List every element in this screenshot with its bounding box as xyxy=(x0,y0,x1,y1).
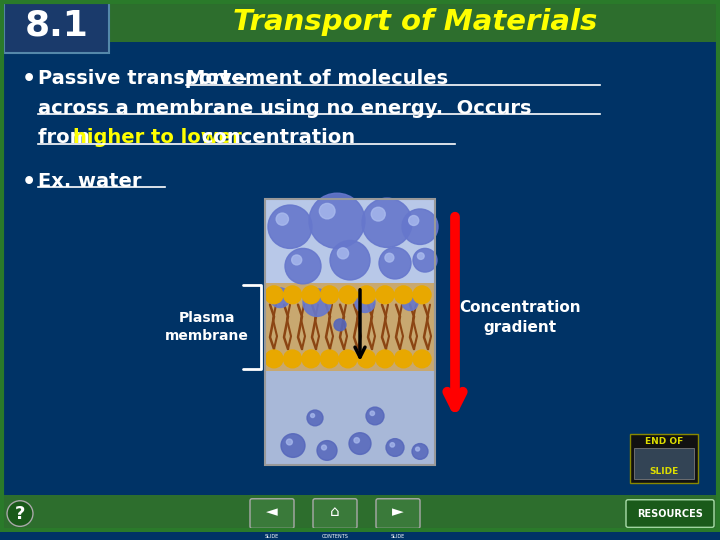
Circle shape xyxy=(395,350,413,368)
Circle shape xyxy=(265,350,283,368)
Circle shape xyxy=(358,350,376,368)
FancyBboxPatch shape xyxy=(313,499,357,528)
Text: TABLE OF
CONTENTS: TABLE OF CONTENTS xyxy=(322,528,348,539)
Circle shape xyxy=(338,248,348,259)
Circle shape xyxy=(322,445,326,450)
Circle shape xyxy=(330,240,370,280)
Circle shape xyxy=(320,286,338,303)
Circle shape xyxy=(310,414,315,417)
FancyBboxPatch shape xyxy=(265,199,435,283)
Circle shape xyxy=(292,255,302,265)
Text: ◄: ◄ xyxy=(266,504,278,519)
Text: Passive transport--: Passive transport-- xyxy=(38,69,247,88)
Circle shape xyxy=(402,295,418,310)
Circle shape xyxy=(362,198,412,247)
Text: Transport of Materials: Transport of Materials xyxy=(233,8,597,36)
Circle shape xyxy=(7,501,33,526)
Circle shape xyxy=(274,292,279,297)
FancyBboxPatch shape xyxy=(265,283,435,371)
Circle shape xyxy=(366,407,384,425)
Circle shape xyxy=(376,350,394,368)
FancyBboxPatch shape xyxy=(634,448,694,479)
Circle shape xyxy=(359,296,364,302)
Circle shape xyxy=(339,286,357,303)
Circle shape xyxy=(405,298,410,302)
Circle shape xyxy=(302,286,320,303)
Circle shape xyxy=(320,204,335,219)
Circle shape xyxy=(390,443,395,447)
Text: ⌂: ⌂ xyxy=(330,504,340,519)
Circle shape xyxy=(268,205,312,248)
Text: ►: ► xyxy=(392,504,404,519)
Circle shape xyxy=(303,289,331,316)
Circle shape xyxy=(402,209,438,245)
Text: concentration: concentration xyxy=(195,128,355,147)
Circle shape xyxy=(413,350,431,368)
Circle shape xyxy=(413,248,437,272)
Text: SLIDE: SLIDE xyxy=(649,467,679,476)
Circle shape xyxy=(395,286,413,303)
Text: Ex. water: Ex. water xyxy=(38,172,142,191)
Text: ?: ? xyxy=(15,504,25,523)
Circle shape xyxy=(302,350,320,368)
Circle shape xyxy=(339,350,357,368)
FancyBboxPatch shape xyxy=(250,499,294,528)
Circle shape xyxy=(415,447,420,451)
Text: from: from xyxy=(38,128,96,147)
Circle shape xyxy=(320,350,338,368)
Circle shape xyxy=(285,248,321,284)
Text: higher to lower: higher to lower xyxy=(73,128,242,147)
Circle shape xyxy=(385,253,394,262)
Circle shape xyxy=(317,441,337,460)
FancyBboxPatch shape xyxy=(4,0,109,53)
Circle shape xyxy=(412,443,428,460)
Text: •: • xyxy=(22,69,36,89)
Circle shape xyxy=(287,439,292,445)
Text: across a membrane using no energy.  Occurs: across a membrane using no energy. Occur… xyxy=(38,99,531,118)
Circle shape xyxy=(358,286,376,303)
Circle shape xyxy=(372,207,385,221)
Circle shape xyxy=(334,319,346,331)
FancyBboxPatch shape xyxy=(630,434,698,483)
Circle shape xyxy=(270,288,290,308)
Circle shape xyxy=(284,350,302,368)
Circle shape xyxy=(265,286,283,303)
Circle shape xyxy=(307,410,323,426)
Circle shape xyxy=(376,286,394,303)
Circle shape xyxy=(355,293,375,313)
Circle shape xyxy=(386,438,404,456)
Circle shape xyxy=(409,215,419,226)
FancyBboxPatch shape xyxy=(626,500,714,528)
Text: END OF: END OF xyxy=(645,437,683,446)
FancyBboxPatch shape xyxy=(0,0,720,42)
FancyBboxPatch shape xyxy=(265,371,435,465)
Text: 8.1: 8.1 xyxy=(25,9,89,43)
Circle shape xyxy=(418,253,424,259)
Circle shape xyxy=(281,434,305,457)
Circle shape xyxy=(379,247,411,279)
Circle shape xyxy=(349,433,371,454)
FancyBboxPatch shape xyxy=(0,495,720,532)
Circle shape xyxy=(413,286,431,303)
Circle shape xyxy=(370,411,374,415)
FancyBboxPatch shape xyxy=(376,499,420,528)
Text: NEXT
SLIDE: NEXT SLIDE xyxy=(391,528,405,539)
Circle shape xyxy=(354,437,359,443)
Text: Movement of molecules: Movement of molecules xyxy=(186,69,448,88)
Circle shape xyxy=(309,193,365,248)
Text: •: • xyxy=(22,172,36,192)
Circle shape xyxy=(276,213,289,225)
Text: RESOURCES: RESOURCES xyxy=(637,509,703,518)
Text: PREVIOUS
SLIDE: PREVIOUS SLIDE xyxy=(260,528,284,539)
Circle shape xyxy=(308,294,316,302)
Circle shape xyxy=(284,286,302,303)
Text: Plasma
membrane: Plasma membrane xyxy=(165,310,249,343)
Text: Concentration
gradient: Concentration gradient xyxy=(459,300,581,335)
